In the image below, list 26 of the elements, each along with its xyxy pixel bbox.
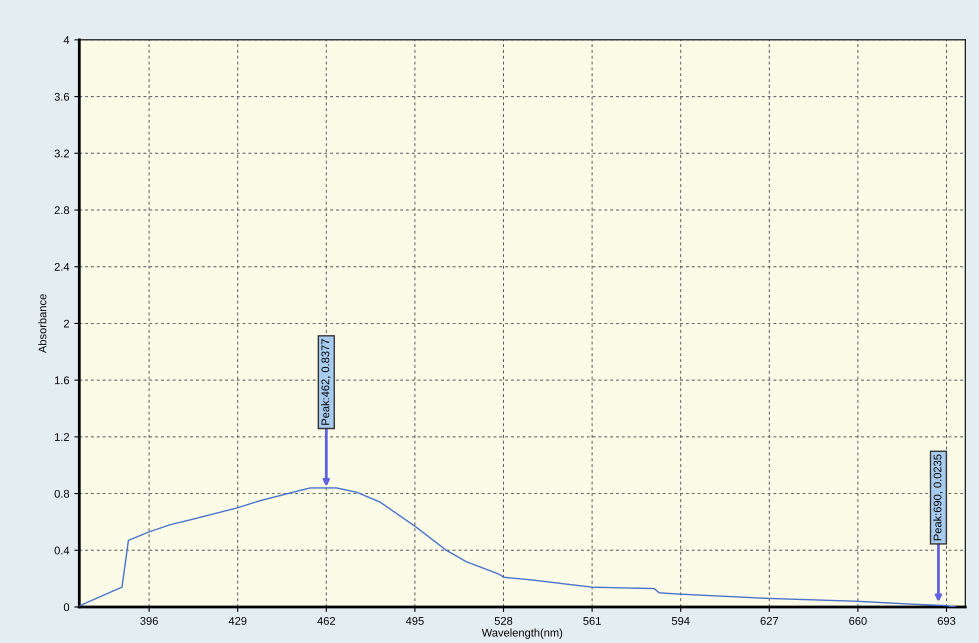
x-axis-title: Wavelength(nm)	[482, 628, 562, 639]
y-tick-label: 0.8	[54, 490, 70, 498]
line-series	[79, 487, 956, 607]
x-tick-label: 660	[849, 617, 867, 625]
annotation: Peak:690, 0.0235	[933, 454, 943, 540]
y-tick-label: 2.4	[54, 262, 70, 271]
y-tick-label: 3.2	[54, 150, 70, 158]
y-tick-label: 4	[64, 36, 70, 44]
x-tick-label: 561	[583, 617, 601, 625]
y-tick-label: 0	[64, 603, 70, 612]
x-tick-label: 693	[938, 617, 956, 625]
y-axis-title: Absorbance	[38, 294, 46, 354]
annotation: Peak:462, 0.8377	[321, 339, 331, 425]
x-tick-label: 594	[672, 617, 690, 625]
x-tick-label: 627	[760, 617, 778, 625]
x-tick-label: 429	[228, 617, 246, 625]
x-tick-label: 528	[494, 617, 512, 625]
y-tick-label: 1.6	[54, 376, 70, 384]
y-tick-label: 1.2	[54, 433, 70, 441]
y-tick-label: 2	[64, 320, 70, 328]
y-tick-label: 2.8	[54, 206, 70, 214]
y-tick-label: 0.4	[54, 546, 70, 554]
x-tick-label: 396	[140, 617, 158, 625]
y-tick-label: 3.6	[54, 92, 70, 101]
x-tick-label: 462	[317, 617, 336, 625]
x-tick-label: 495	[406, 617, 424, 625]
